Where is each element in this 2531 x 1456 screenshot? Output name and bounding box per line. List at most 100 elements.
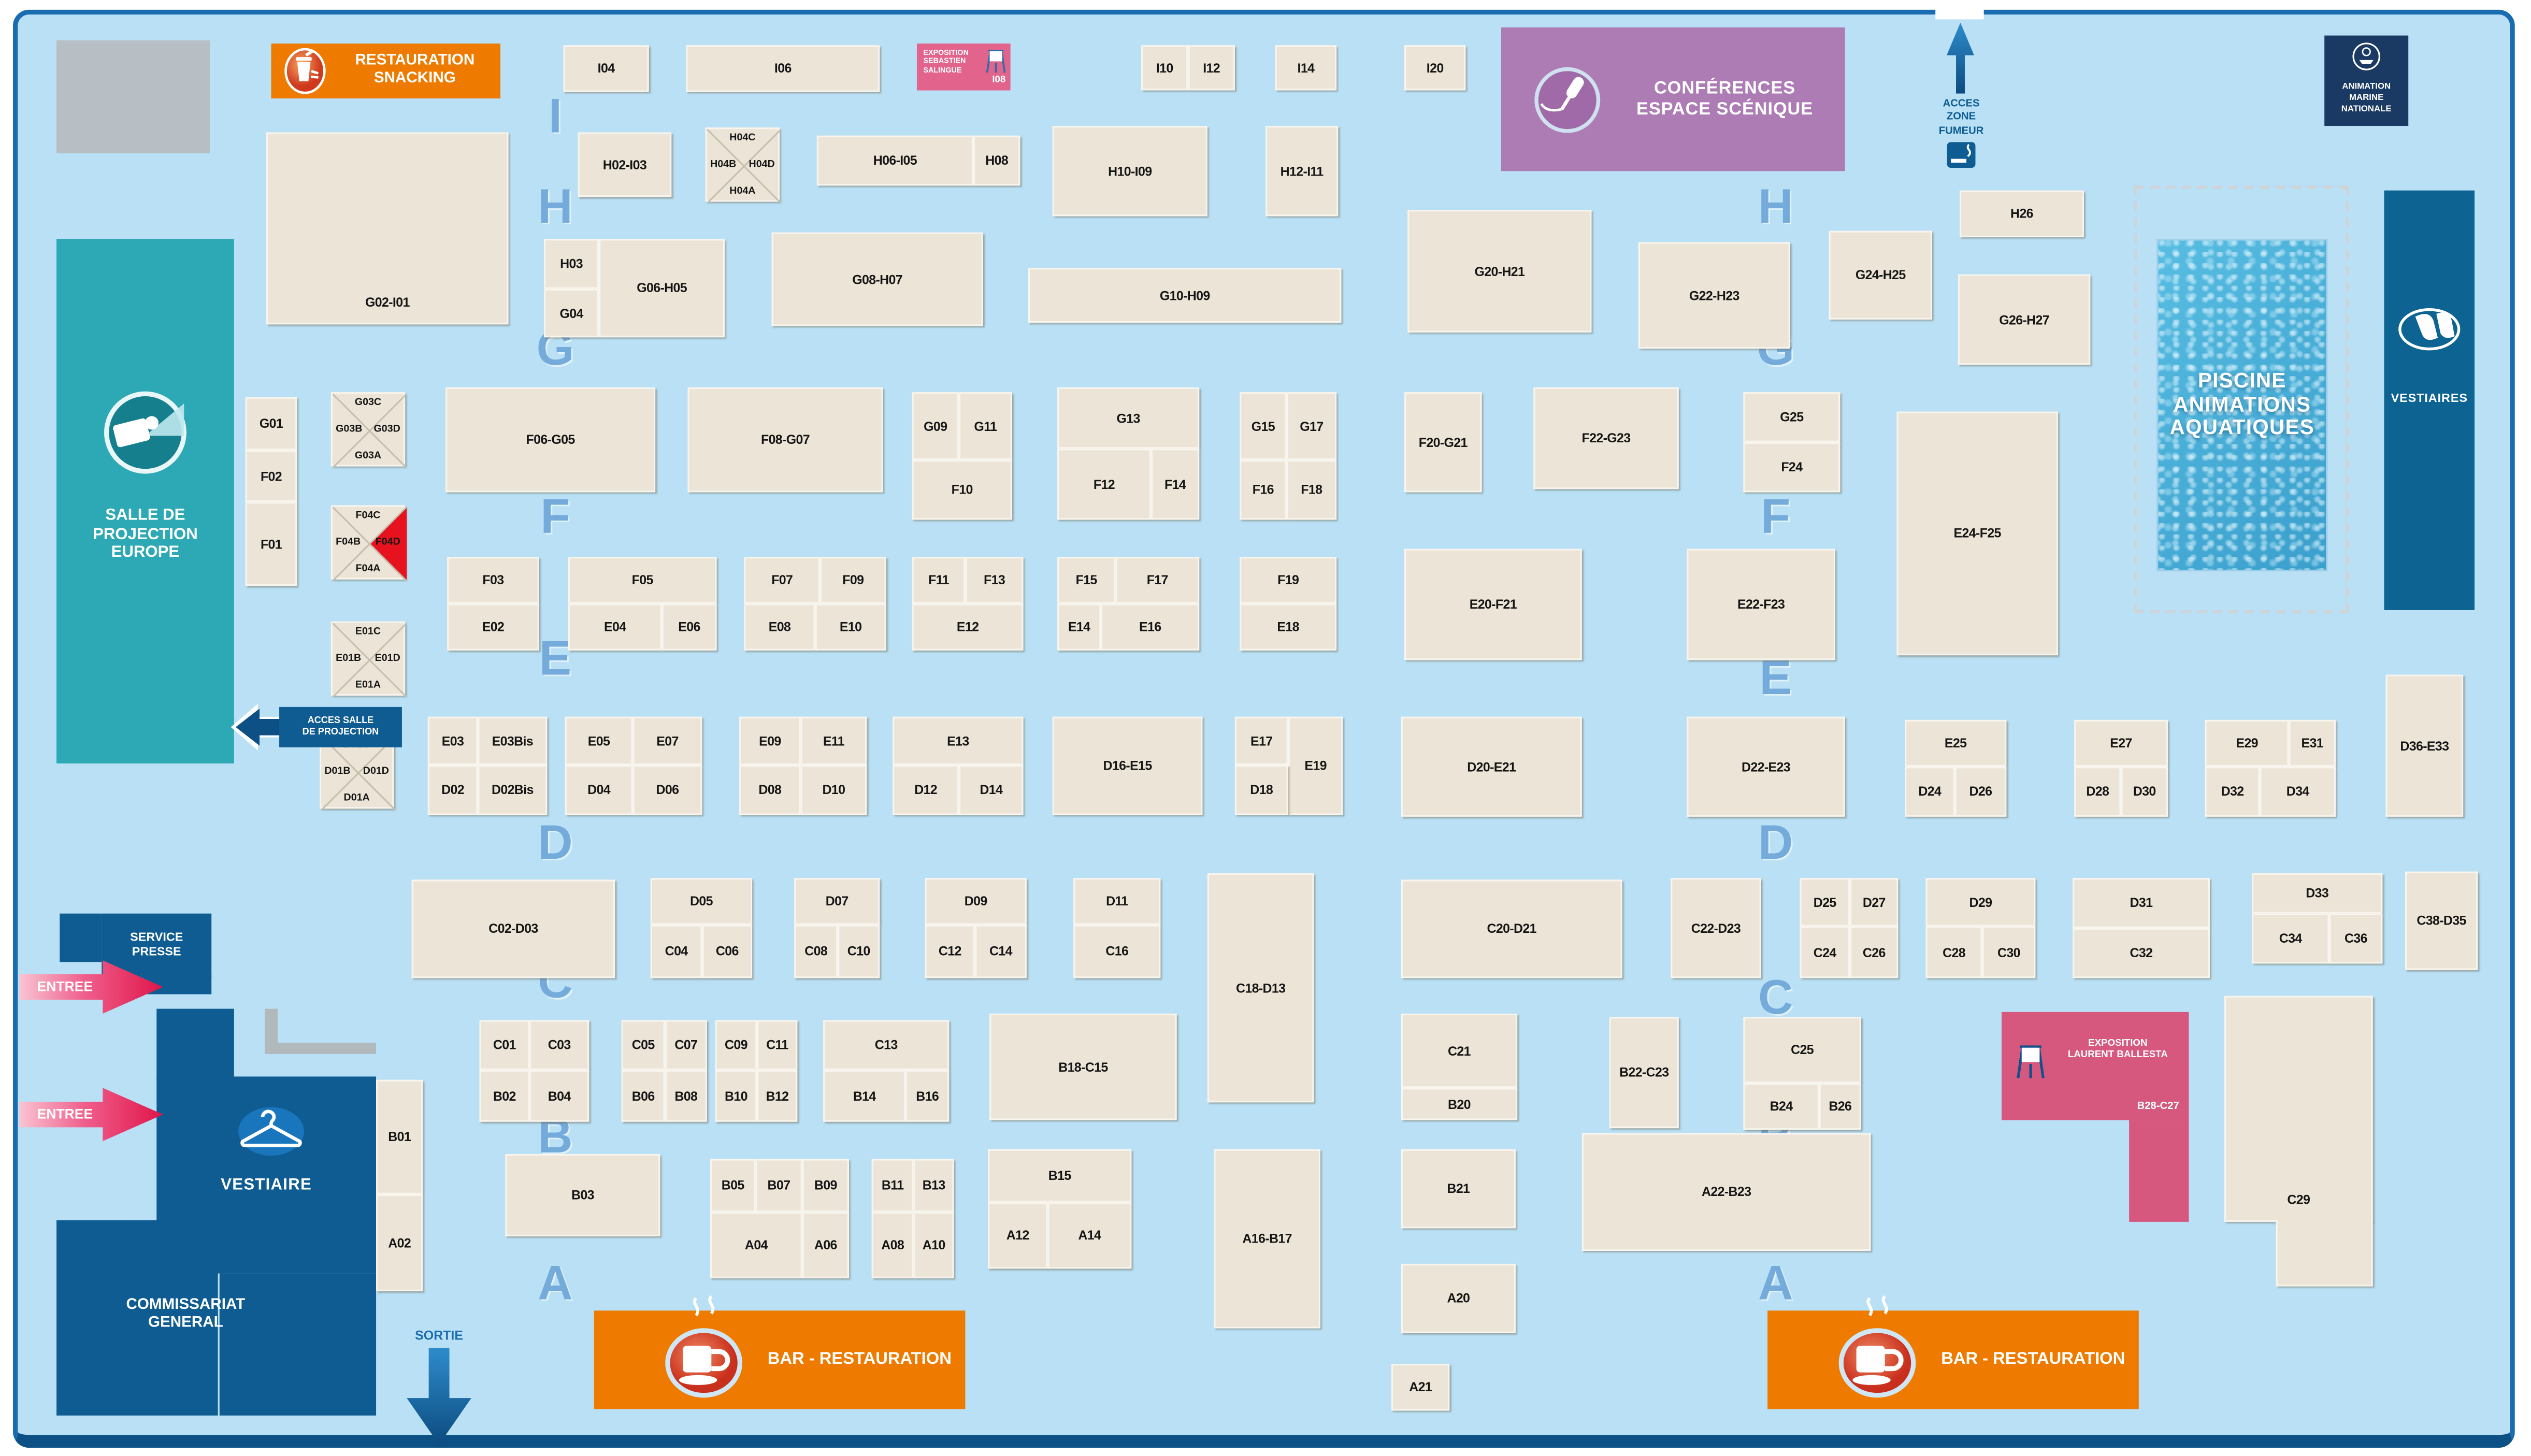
booth-B22-C23[interactable]: B22-C23 <box>1609 1017 1679 1129</box>
booth-E27[interactable]: E27 <box>2074 719 2168 767</box>
booth-F18[interactable]: F18 <box>1286 460 1337 520</box>
booth-E19[interactable]: E19 <box>1288 716 1343 815</box>
booth-D09[interactable]: D09 <box>925 878 1027 925</box>
booth-G06-H05[interactable]: G06-H05 <box>599 239 725 338</box>
booth-G10-H09[interactable]: G10-H09 <box>1028 268 1342 323</box>
booth-E31[interactable]: E31 <box>2289 719 2336 767</box>
booth-C02-D03[interactable]: C02-D03 <box>411 880 615 978</box>
booth-D02Bis[interactable]: D02Bis <box>478 765 548 815</box>
booth-E08[interactable]: E08 <box>744 603 815 651</box>
booth-E05[interactable]: E05 <box>565 716 633 766</box>
booth-F16[interactable]: F16 <box>1240 460 1287 520</box>
bar-restauration-zone-right[interactable]: BAR - RESTAURATION <box>1767 1295 2139 1409</box>
booth-A14[interactable]: A14 <box>1047 1202 1132 1269</box>
service-presse-zone[interactable]: SERVICE PRESSE <box>102 913 212 978</box>
booth-E01A[interactable]: E01A <box>355 679 381 691</box>
acces-projection-label[interactable]: ACCES SALLE DE PROJECTION <box>279 707 402 747</box>
booth-F04B[interactable]: F04B <box>336 537 361 548</box>
booth-B06[interactable]: B06 <box>621 1070 665 1122</box>
booth-E01B[interactable]: E01B <box>336 653 362 665</box>
booth-G20-H21[interactable]: G20-H21 <box>1407 210 1592 333</box>
booth-G15[interactable]: G15 <box>1240 392 1287 460</box>
booth-B02[interactable]: B02 <box>479 1070 530 1122</box>
booth-G26-H27[interactable]: G26-H27 <box>1958 274 2091 365</box>
expo-ballesta-zone[interactable]: EXPOSITION LAURENT BALLESTA B28-C27 <box>2001 1012 2189 1120</box>
booth-D34[interactable]: D34 <box>2260 767 2336 817</box>
booth-H04B[interactable]: H04B <box>710 158 737 170</box>
booth-C08[interactable]: C08 <box>794 925 838 978</box>
booth-B11[interactable]: B11 <box>871 1159 914 1213</box>
booth-C18-D13[interactable]: C18-D13 <box>1207 873 1314 1103</box>
bar-restauration-zone-left[interactable]: BAR - RESTAURATION <box>594 1295 966 1409</box>
booth-H06-I05[interactable]: H06-I05 <box>816 135 974 186</box>
booth-F22-G23[interactable]: F22-G23 <box>1533 387 1679 489</box>
booth-A20[interactable]: A20 <box>1401 1263 1516 1333</box>
booth-B18-C15[interactable]: B18-C15 <box>989 1013 1177 1120</box>
booth-B03[interactable]: B03 <box>505 1154 660 1236</box>
booth-F10[interactable]: F10 <box>912 460 1012 520</box>
booth-E02[interactable]: E02 <box>447 603 539 651</box>
booth-E13[interactable]: E13 <box>893 716 1024 766</box>
booth-C11[interactable]: C11 <box>757 1020 798 1070</box>
booth-B12[interactable]: B12 <box>757 1070 798 1122</box>
booth-H10-I09[interactable]: H10-I09 <box>1052 126 1207 217</box>
booth-E03[interactable]: E03 <box>427 716 478 766</box>
booth-F14[interactable]: F14 <box>1151 449 1200 520</box>
booth-E25[interactable]: E25 <box>1904 719 2007 767</box>
booth-G24-H25[interactable]: G24-H25 <box>1829 230 1932 320</box>
booth-D05[interactable]: D05 <box>650 878 753 925</box>
booth-G02-I01[interactable]: G02-I01 <box>266 132 509 325</box>
booth-B20[interactable]: B20 <box>1401 1088 1518 1120</box>
booth-E20-F21[interactable]: E20-F21 <box>1404 549 1582 660</box>
restauration-snacking-zone[interactable]: RESTAURATION SNACKING <box>271 44 500 99</box>
booth-E01C[interactable]: E01C <box>355 626 381 638</box>
booth-F02[interactable]: F02 <box>245 450 297 502</box>
booth-F20-G21[interactable]: F20-G21 <box>1404 392 1482 493</box>
booth-F13[interactable]: F13 <box>965 557 1024 604</box>
booth-C30[interactable]: C30 <box>1982 926 2036 978</box>
booth-E11[interactable]: E11 <box>800 716 867 766</box>
booth-C22-D23[interactable]: C22-D23 <box>1671 878 1761 978</box>
booth-B07[interactable]: B07 <box>755 1159 802 1213</box>
booth-A08[interactable]: A08 <box>871 1212 914 1278</box>
booth-C38-D35[interactable]: C38-D35 <box>2405 871 2478 970</box>
booth-C21[interactable]: C21 <box>1401 1013 1518 1088</box>
booth-G11[interactable]: G11 <box>958 392 1012 460</box>
booth-C16[interactable]: C16 <box>1073 925 1161 978</box>
booth-E09[interactable]: E09 <box>739 716 801 766</box>
booth-F03[interactable]: F03 <box>447 557 539 604</box>
booth-cluster-G03C[interactable]: G03C G03B G03D G03A <box>330 392 407 468</box>
booth-F11[interactable]: F11 <box>912 557 966 604</box>
booth-C13[interactable]: C13 <box>823 1020 950 1070</box>
booth-A02[interactable]: A02 <box>376 1194 423 1291</box>
booth-G03B[interactable]: G03B <box>336 423 363 435</box>
booth-D26[interactable]: D26 <box>1954 767 2007 817</box>
booth-G17[interactable]: G17 <box>1286 392 1337 460</box>
booth-B09[interactable]: B09 <box>802 1159 850 1213</box>
booth-D11[interactable]: D11 <box>1073 878 1161 925</box>
booth-A16-B17[interactable]: A16-B17 <box>1214 1149 1320 1329</box>
booth-A10[interactable]: A10 <box>913 1212 954 1278</box>
animation-marine-zone[interactable]: ANIMATION MARINE NATIONALE <box>2324 35 2409 126</box>
booth-D18[interactable]: D18 <box>1234 765 1288 815</box>
booth-E01D[interactable]: E01D <box>375 653 400 665</box>
booth-C34[interactable]: C34 <box>2251 913 2329 964</box>
booth-E07[interactable]: E07 <box>632 716 702 766</box>
booth-F19[interactable]: F19 <box>1240 557 1337 604</box>
booth-F17[interactable]: F17 <box>1115 557 1200 604</box>
booth-D14[interactable]: D14 <box>958 765 1024 815</box>
booth-G03A[interactable]: G03A <box>354 450 382 462</box>
booth-C06[interactable]: C06 <box>702 925 753 978</box>
booth-C32[interactable]: C32 <box>2073 928 2210 978</box>
booth-D06[interactable]: D06 <box>632 765 702 815</box>
booth-D33[interactable]: D33 <box>2251 873 2383 914</box>
booth-B05[interactable]: B05 <box>710 1159 756 1213</box>
booth-C29[interactable]: C29 <box>2224 996 2373 1222</box>
booth-G01[interactable]: G01 <box>245 397 297 451</box>
booth-A21[interactable]: A21 <box>1391 1364 1450 1411</box>
booth-C04[interactable]: C04 <box>650 925 702 978</box>
booth-C05[interactable]: C05 <box>621 1020 665 1070</box>
booth-E22-F23[interactable]: E22-F23 <box>1687 549 1836 660</box>
commissariat-zone[interactable] <box>56 1220 218 1416</box>
booth-E17[interactable]: E17 <box>1234 716 1288 766</box>
